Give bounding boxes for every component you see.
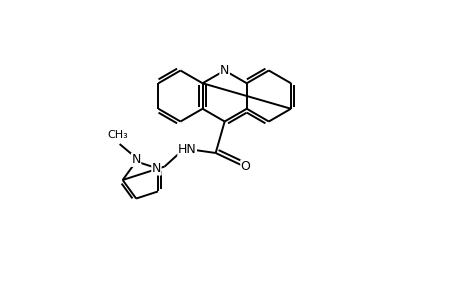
Text: CH₃: CH₃	[107, 130, 128, 140]
Text: N: N	[131, 154, 140, 166]
Text: HN: HN	[178, 143, 196, 157]
Text: N: N	[219, 64, 229, 77]
Text: N: N	[151, 162, 161, 175]
Text: O: O	[240, 160, 250, 173]
